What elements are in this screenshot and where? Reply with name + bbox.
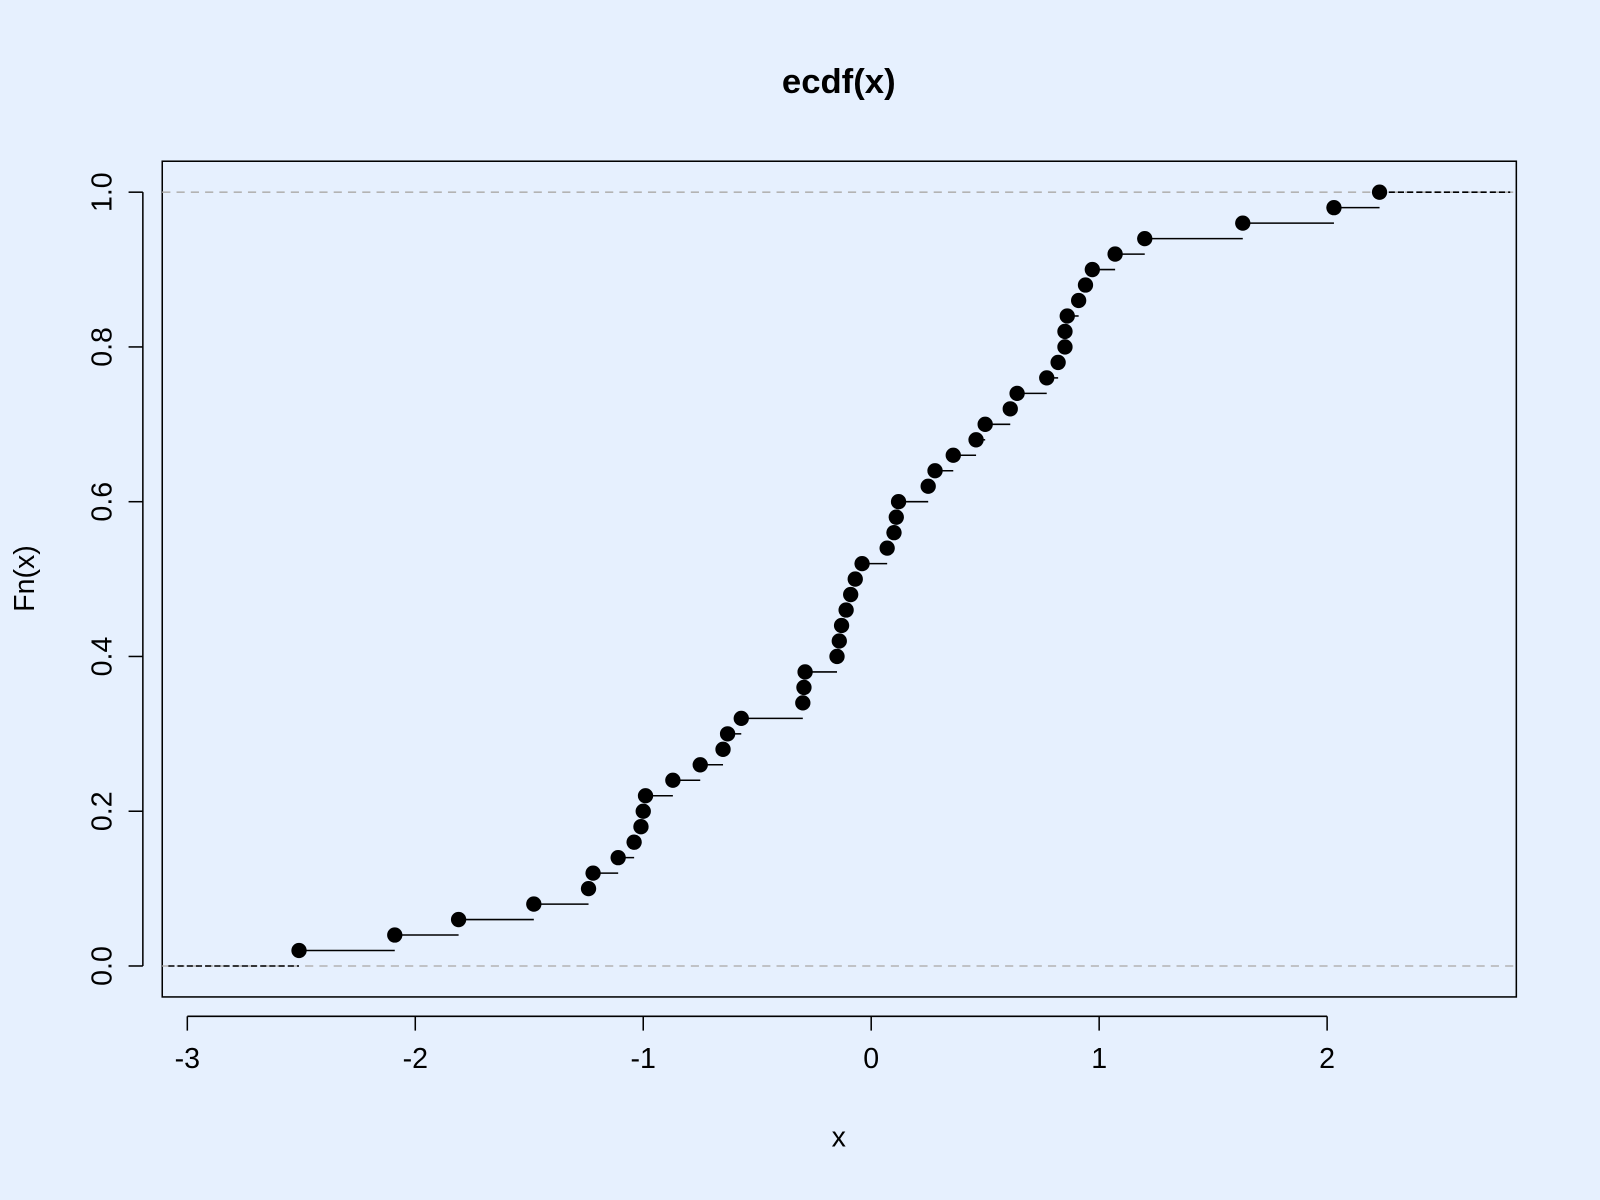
ecdf-point xyxy=(1107,246,1123,262)
ecdf-point xyxy=(977,416,993,432)
x-tick-label: -2 xyxy=(403,1043,428,1075)
ecdf-point xyxy=(610,850,626,866)
y-tick-label: 0.4 xyxy=(87,637,119,677)
ecdf-point xyxy=(733,710,749,727)
ecdf-point xyxy=(843,586,859,603)
ecdf-point xyxy=(585,865,601,881)
ecdf-point xyxy=(387,927,403,943)
ecdf-point xyxy=(1070,292,1087,309)
ecdf-point xyxy=(1039,370,1055,386)
ecdf-point xyxy=(854,555,870,572)
ecdf-point xyxy=(665,772,681,788)
ecdf-point xyxy=(920,478,936,494)
ecdf-point xyxy=(1057,323,1073,340)
ecdf-point xyxy=(1009,385,1025,402)
ecdf-point xyxy=(847,571,863,587)
ecdf-point xyxy=(833,617,850,634)
ecdf-point xyxy=(580,880,597,897)
ecdf-point xyxy=(1371,184,1388,200)
ecdf-point xyxy=(1326,200,1342,216)
ecdf-point xyxy=(719,726,736,742)
ecdf-point xyxy=(637,788,654,804)
ecdf-point xyxy=(450,911,467,928)
ecdf-point xyxy=(635,803,651,819)
ecdf-point xyxy=(797,664,813,680)
y-tick-label: 0.2 xyxy=(87,791,119,831)
x-tick-label: 2 xyxy=(1319,1043,1335,1075)
ecdf-point xyxy=(291,942,307,959)
ecdf-point xyxy=(890,494,907,510)
ecdf-point xyxy=(1050,354,1066,371)
ecdf-point xyxy=(888,509,904,525)
ecdf-point xyxy=(1137,230,1153,247)
x-tick-label: 1 xyxy=(1091,1043,1107,1075)
x-tick-label: -1 xyxy=(631,1043,656,1075)
ecdf-point xyxy=(886,525,902,541)
ecdf-point xyxy=(1059,308,1075,324)
x-axis-label: x xyxy=(832,1121,846,1153)
ecdf-point xyxy=(795,695,811,711)
ecdf-point xyxy=(879,540,895,556)
x-tick-label: 0 xyxy=(863,1043,879,1075)
ecdf-point xyxy=(796,679,812,696)
ecdf-point xyxy=(831,633,847,649)
chart-title: ecdf(x) xyxy=(782,63,896,101)
ecdf-point xyxy=(945,447,961,463)
ecdf-point xyxy=(829,648,845,665)
ecdf-point xyxy=(715,741,731,757)
x-tick-label: -3 xyxy=(175,1043,200,1075)
y-tick-label: 0.6 xyxy=(87,482,119,522)
ecdf-point xyxy=(1235,215,1251,231)
y-axis-label: Fn(x) xyxy=(9,545,41,612)
plot-frame xyxy=(161,160,1518,998)
y-tick-label: 0.8 xyxy=(87,327,119,367)
ecdf-point xyxy=(626,834,642,850)
ecdf-point xyxy=(692,757,708,773)
ecdf-point xyxy=(526,896,542,912)
y-tick-label: 1.0 xyxy=(87,172,119,212)
ecdf-point xyxy=(968,432,984,448)
ecdf-point xyxy=(838,602,854,618)
ecdf-point xyxy=(1057,339,1073,355)
ecdf-point xyxy=(1077,277,1094,293)
ecdf-point xyxy=(1084,261,1100,278)
ecdf-point xyxy=(927,463,943,479)
ecdf-point xyxy=(1002,401,1018,417)
ecdf-point xyxy=(633,819,649,835)
y-tick-label: 0.0 xyxy=(87,946,119,986)
